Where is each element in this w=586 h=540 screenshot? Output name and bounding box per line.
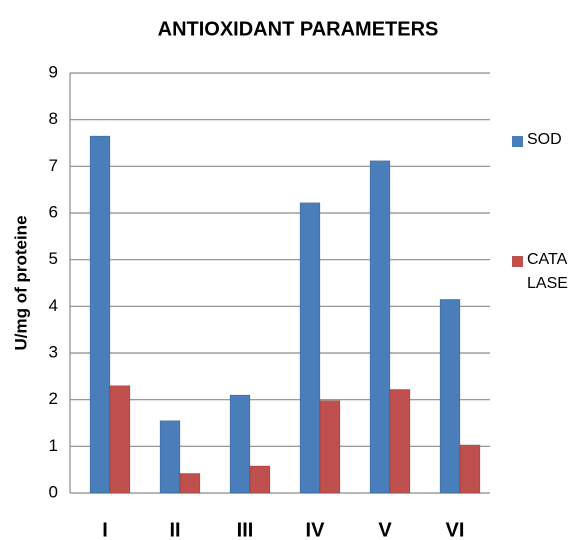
bar <box>319 400 341 494</box>
legend-swatch <box>512 136 523 147</box>
y-tick-label: 1 <box>49 436 58 455</box>
bar <box>249 465 271 494</box>
x-tick-label: IV <box>306 519 326 540</box>
y-tick-label: 4 <box>49 296 58 315</box>
bar <box>299 202 321 494</box>
legend-item: SOD <box>512 131 586 152</box>
bar <box>159 420 181 494</box>
y-tick-label: 8 <box>49 109 58 128</box>
x-tick-label: III <box>237 519 254 540</box>
x-tick-label: I <box>102 519 108 540</box>
x-tick-label: II <box>169 519 180 540</box>
y-axis-label: U/mg of proteine <box>11 215 30 350</box>
y-tick-label: 5 <box>49 249 58 268</box>
y-tick-label: 0 <box>49 482 58 501</box>
y-tick-label: 6 <box>49 202 58 221</box>
y-tick-label: 7 <box>49 156 58 175</box>
legend-label: SOD <box>527 131 562 148</box>
bar <box>89 135 111 494</box>
bar <box>369 160 391 494</box>
bar <box>179 473 201 494</box>
bar <box>229 394 251 494</box>
y-tick-label: 2 <box>49 389 58 408</box>
bar <box>459 444 481 494</box>
y-tick-label: 3 <box>49 342 58 361</box>
legend-swatch <box>512 256 523 267</box>
x-tick-label: VI <box>446 519 465 540</box>
legend-label: CATA LASE <box>527 251 568 292</box>
y-tick-label: 9 <box>49 62 58 81</box>
bar <box>109 385 131 494</box>
x-tick-label: V <box>378 519 392 540</box>
bar <box>439 299 461 494</box>
bar <box>389 389 411 494</box>
legend-item: CATA LASE <box>512 251 586 296</box>
chart-title: ANTIOXIDANT PARAMETERS <box>158 18 439 40</box>
